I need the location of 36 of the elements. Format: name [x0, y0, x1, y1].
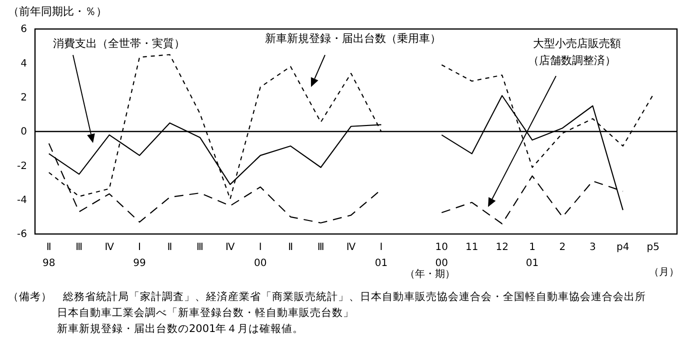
y-tick-label: -2 [17, 160, 27, 172]
x-tick-label: Ⅳ [104, 242, 115, 253]
y-tick-label: 0 [20, 126, 27, 138]
text: 消費支出（全世帯・実質） [53, 37, 185, 50]
x-tick-label: Ⅱ [288, 242, 294, 253]
x-tick-label: Ⅰ 01 [374, 242, 388, 269]
x-tick-label: Ⅲ [317, 242, 324, 253]
y-axis-title: （前年同期比・％） [8, 5, 107, 18]
text: 日本自動車工業会調べ「新車登録台数・軽自動車販売台数」 [57, 306, 354, 319]
x-tick-label: Ⅳ [346, 242, 356, 253]
x-tick-label: Ⅰ 99 [133, 242, 146, 269]
x-tick-label: Ⅱ 98 [42, 242, 56, 269]
y-tick-label: 2 [20, 92, 27, 104]
x-tick-label: Ⅰ 00 [254, 242, 267, 269]
x-tick-label: 1 01 [526, 242, 539, 269]
text: （月） [649, 267, 679, 278]
y-tick-label: -4 [17, 195, 27, 206]
series-label: 新車新規登録・届出台数（乗用車） [265, 32, 441, 45]
text: 大型小売店販売額（店舗数調整済） [528, 37, 621, 67]
y-tick-label: 6 [20, 24, 27, 36]
y-tick-label: -6 [17, 229, 27, 240]
x-tick-label: 11 [465, 242, 478, 253]
x-tick-label: 2 [559, 242, 566, 253]
x-tick-label: 12 [496, 242, 508, 253]
x-tick-label: p5 [646, 242, 660, 253]
x-tick-label: Ⅲ [196, 242, 204, 253]
x-tick-label: 3 [590, 242, 596, 253]
text: 新車新規登録・届出台数の2001年４月は確報値。 [57, 322, 304, 335]
text: （備考） 総務省統計局「家計調査」、経済産業省「商業販売統計」、日本自動車販売協会連合会・全国軽自動車協会連合会出所 [8, 290, 646, 303]
x-tick-label: Ⅱ [167, 242, 172, 253]
y-tick-label: 4 [20, 58, 27, 70]
x-tick-label: Ⅲ [76, 242, 83, 253]
x-tick-label: p4 [616, 242, 630, 253]
x-tick-label: Ⅳ [226, 242, 236, 253]
text: （年・期） [405, 268, 455, 280]
x-tick-label: 10 00 [435, 242, 448, 269]
